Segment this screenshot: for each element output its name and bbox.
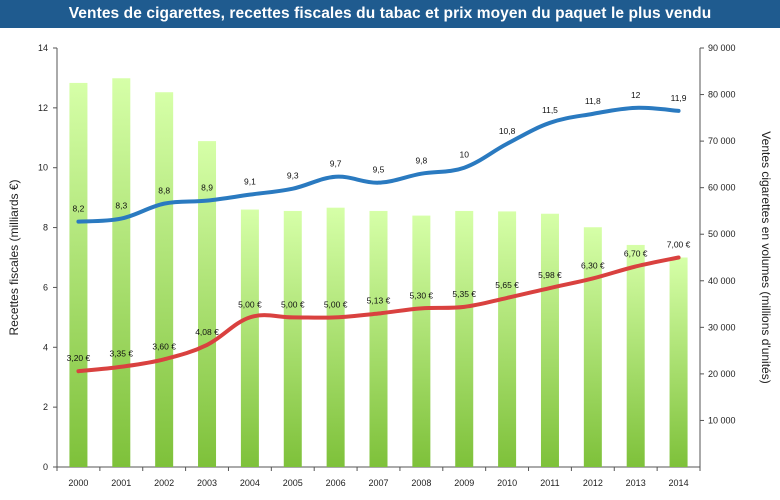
bar [583, 227, 602, 467]
x-tick-label: 2010 [497, 478, 517, 488]
data-label: 3,60 € [152, 341, 176, 351]
bar [455, 210, 474, 467]
left-tick-label: 4 [43, 342, 48, 352]
labels-layer: 8,2 8,3 8,8 8,9 9,1 9,3 9,7 9,5 9,8 10 10,8 11,5 11,… [67, 90, 691, 363]
data-label: 11,5 [542, 105, 558, 115]
lines-layer [76, 105, 681, 374]
data-label: 8,3 [115, 201, 127, 211]
bar [240, 209, 259, 467]
data-label: 12 [631, 90, 641, 100]
data-label: 6,30 € [581, 260, 605, 270]
x-tick-label: 2009 [454, 478, 474, 488]
x-tick-label: 2001 [111, 478, 131, 488]
bar [626, 244, 645, 467]
data-label: 5,65 € [495, 280, 519, 290]
data-label: 5,00 € [238, 299, 262, 309]
x-tick-label: 2011 [540, 478, 559, 488]
bar [669, 257, 688, 467]
left-tick-label: 8 [43, 223, 48, 233]
x-tick-label: 2014 [669, 478, 689, 488]
bar [283, 210, 302, 467]
bar [69, 82, 88, 468]
bar [155, 92, 174, 467]
data-label: 10,8 [499, 126, 516, 136]
bar [198, 141, 217, 467]
bar [369, 210, 388, 467]
chart-title: Ventes de cigarettes, recettes fiscales … [0, 0, 780, 28]
bar [326, 207, 345, 468]
x-tick-label: 2006 [326, 478, 346, 488]
right-tick-label: 20 000 [708, 369, 736, 379]
x-tick-label: 2003 [197, 478, 217, 488]
data-label: 3,35 € [109, 349, 133, 359]
x-tick-label: 2000 [68, 478, 88, 488]
left-axis-title: Recettes fiscales (milliards €) [7, 179, 21, 335]
axes-layer: 0 2 4 6 8 10 12 14 10 000 20 000 30 000 40 000 50 00… [7, 43, 773, 488]
right-tick-label: 70 000 [708, 136, 736, 146]
left-tick-label: 10 [38, 163, 48, 173]
x-tick-label: 2007 [368, 478, 388, 488]
data-label: 11,8 [585, 96, 601, 106]
x-tick-label: 2008 [411, 478, 431, 488]
data-label: 9,8 [415, 156, 427, 166]
left-tick-label: 6 [43, 282, 48, 292]
right-tick-label: 50 000 [708, 229, 736, 239]
data-label: 10 [459, 150, 469, 160]
data-label: 8,2 [73, 204, 85, 214]
bar [540, 213, 559, 467]
data-label: 8,8 [158, 186, 170, 196]
bar [112, 78, 131, 467]
right-tick-label: 10 000 [708, 415, 736, 425]
x-tick-label: 2004 [240, 478, 260, 488]
right-tick-label: 30 000 [708, 322, 736, 332]
left-tick-label: 0 [43, 462, 48, 472]
right-tick-label: 80 000 [708, 90, 736, 100]
right-tick-label: 40 000 [708, 276, 736, 286]
data-label: 9,7 [330, 159, 342, 169]
left-tick-label: 14 [38, 43, 48, 53]
data-label: 5,00 € [324, 299, 348, 309]
data-label: 9,1 [244, 177, 256, 187]
bar [498, 211, 517, 467]
data-label: 5,98 € [538, 270, 562, 280]
series-line [76, 255, 681, 374]
x-tick-label: 2002 [154, 478, 174, 488]
data-label: 11,9 [671, 93, 687, 103]
data-label: 3,20 € [67, 353, 91, 363]
x-tick-label: 2012 [583, 478, 603, 488]
data-label: 9,5 [373, 165, 385, 175]
bar [412, 215, 431, 467]
left-tick-label: 2 [43, 402, 48, 412]
x-tick-label: 2013 [626, 478, 646, 488]
series-line [76, 105, 681, 224]
data-label: 5,13 € [367, 295, 391, 305]
data-label: 6,70 € [624, 248, 648, 258]
data-label: 5,35 € [452, 289, 476, 299]
data-label: 9,3 [287, 171, 299, 181]
data-label: 7,00 € [667, 240, 691, 250]
data-label: 4,08 € [195, 327, 219, 337]
data-label: 5,30 € [410, 290, 434, 300]
data-label: 5,00 € [281, 299, 305, 309]
x-tick-label: 2005 [283, 478, 303, 488]
right-tick-label: 90 000 [708, 43, 736, 53]
bars-layer [69, 78, 688, 468]
left-tick-label: 12 [38, 103, 48, 113]
right-tick-label: 60 000 [708, 183, 736, 193]
right-axis-title: Ventes cigarettes en volumes (millions d… [759, 131, 773, 383]
data-label: 8,9 [201, 183, 213, 193]
